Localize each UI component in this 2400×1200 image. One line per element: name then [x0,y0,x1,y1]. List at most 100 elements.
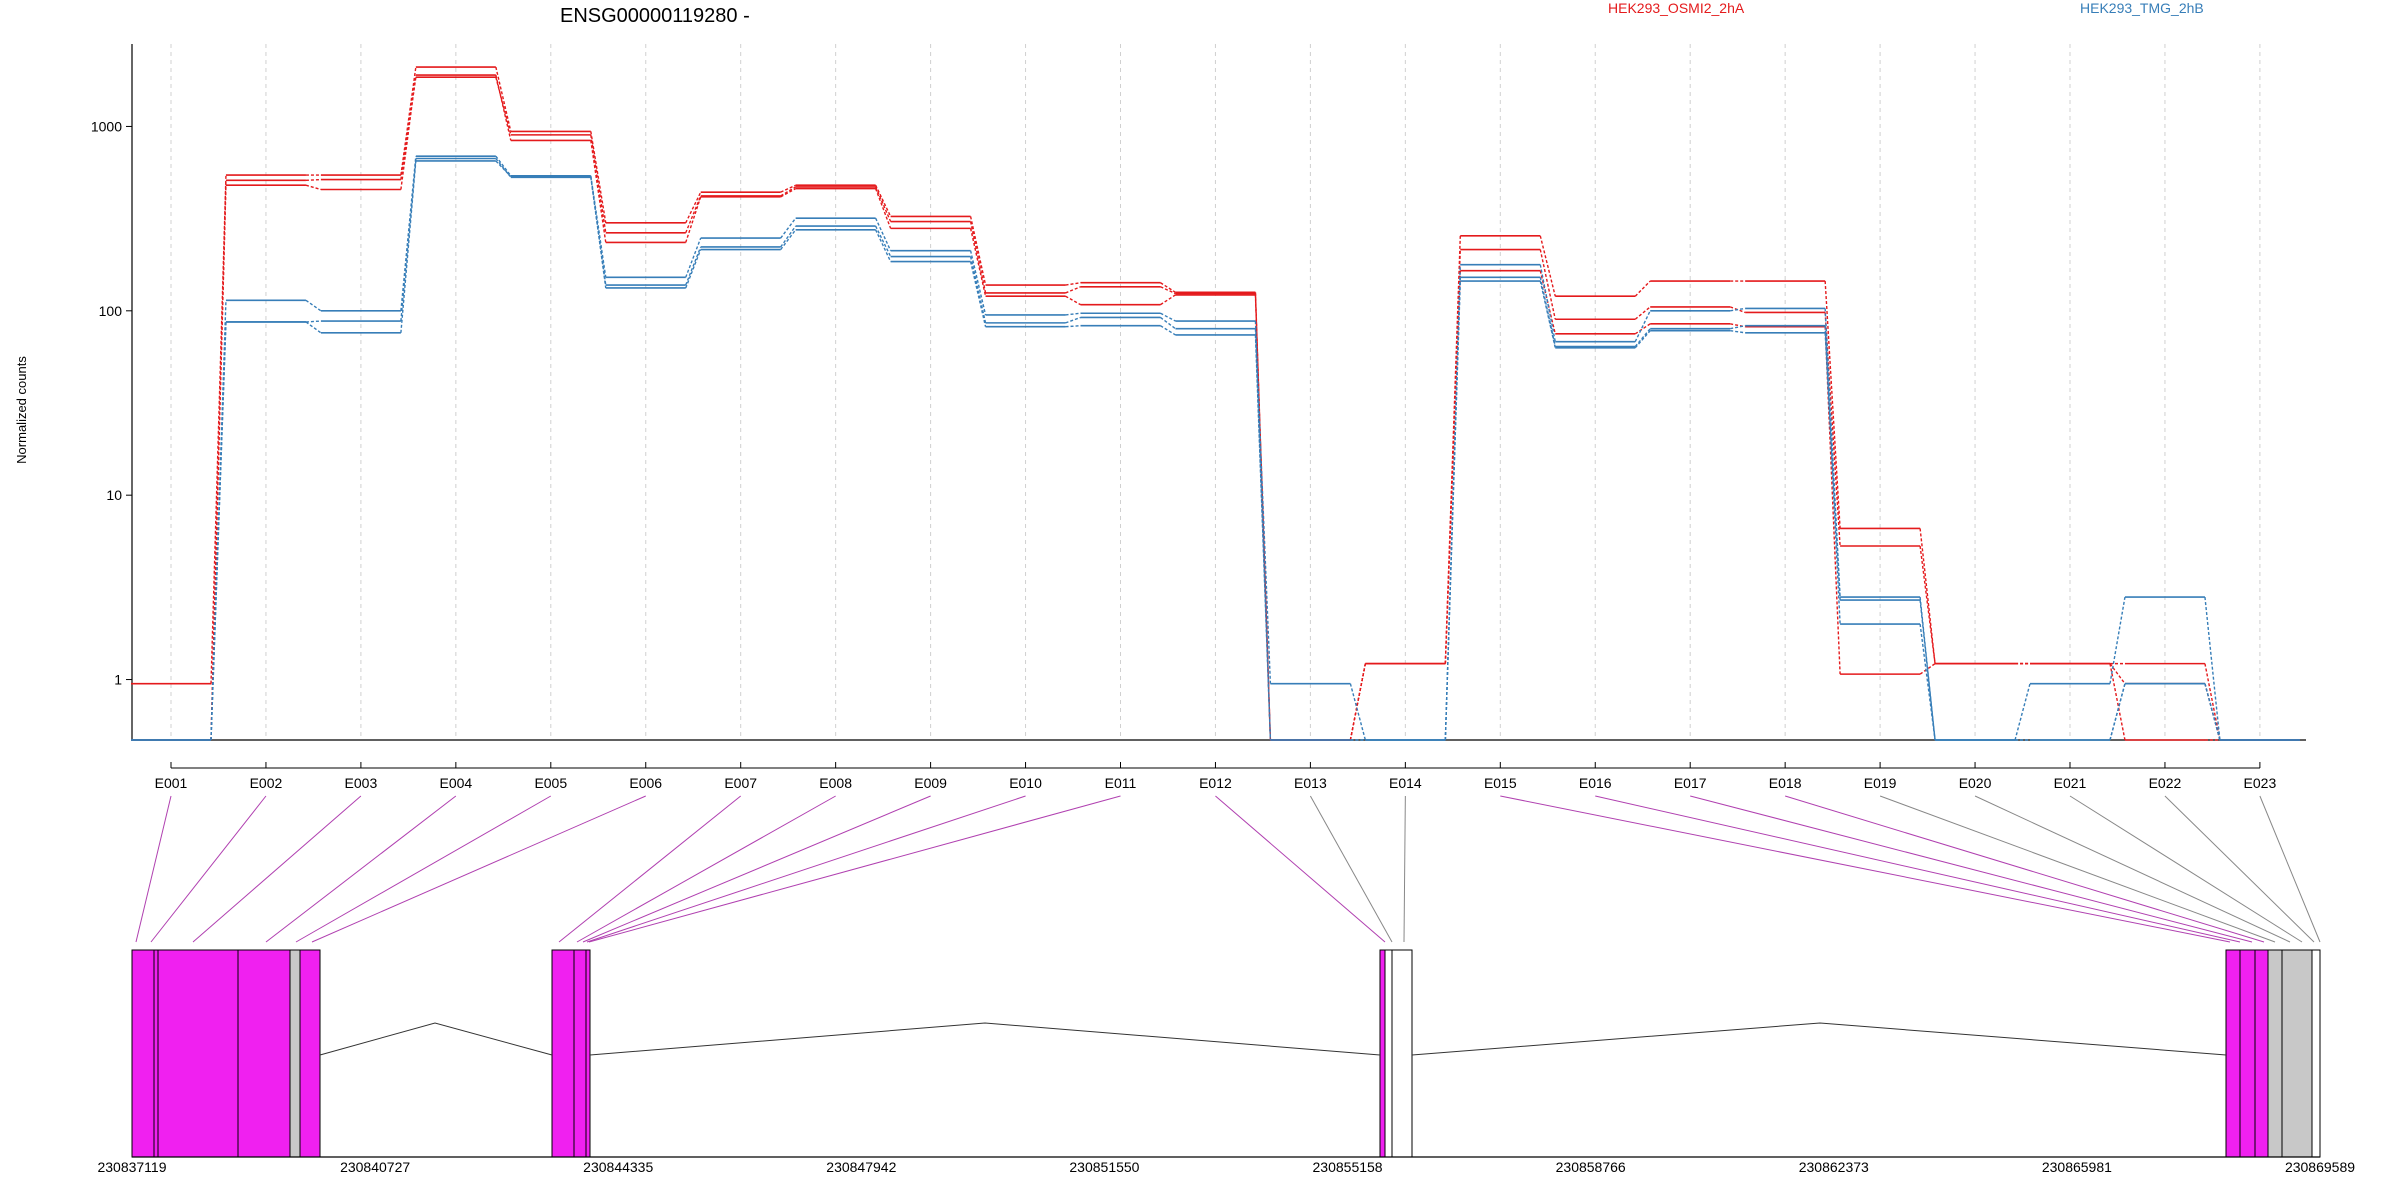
exon-block-8 [573,949,587,1158]
series-step [2014,683,2031,741]
series-step [1160,286,1176,295]
series-step [685,246,702,286]
exon-block-2 [153,949,159,1158]
genomic-coordinate-label: 230855158 [1313,1159,1383,1175]
x-tick-label: E022 [2149,775,2182,791]
intron-line-2 [589,1022,1381,1056]
series-step [1160,325,1176,336]
exon-block-14 [2239,949,2256,1158]
x-tick-label: E021 [2054,775,2087,791]
exon-block-13 [2225,949,2241,1158]
series-step [1634,310,1651,342]
y-tick-label: 100 [99,303,123,319]
x-tick-label: E015 [1484,775,1517,791]
series-step [685,191,702,224]
connector-e017 [1690,795,2253,943]
exon-block-6 [299,949,321,1158]
connector-e003 [192,795,362,943]
series-step [1634,280,1651,297]
connector-e006 [311,795,646,943]
series-step [874,188,892,229]
series-step [2109,683,2126,741]
series-step [685,249,702,289]
series-step [305,178,321,182]
connector-e023 [2259,795,2321,943]
series-step [1444,281,1461,741]
series-step [1919,528,1936,664]
genomic-coordinate-label: 230865981 [2042,1159,2112,1175]
x-tick-label: E010 [1009,775,1042,791]
series-step [400,74,417,190]
genomic-coordinate-label: 230862373 [1799,1159,1869,1175]
series-step [2204,683,2221,741]
connector-e016 [1595,795,2241,943]
series-step [495,155,512,177]
series-step [969,216,987,286]
exon-block-3 [157,949,239,1158]
connector-e020 [1974,795,2291,943]
genomic-coordinate-label: 230851550 [1069,1159,1139,1175]
connector-e009 [582,795,931,943]
series-step [2204,683,2221,741]
series-step [1919,663,1936,675]
series-step [1160,312,1176,322]
series-step [1349,683,1367,741]
x-tick-label: E012 [1199,775,1232,791]
genomic-coordinate-label: 230847942 [826,1159,896,1175]
series-step [400,66,417,176]
x-tick-label: E016 [1579,775,1612,791]
series-step [305,299,322,312]
x-tick-label: E003 [345,775,378,791]
series-step [495,74,512,141]
series-step [1160,316,1176,330]
connector-e018 [1785,795,2265,943]
series-step [2109,663,2126,741]
series-step [590,140,607,243]
connector-e005 [295,795,552,943]
connector-e001 [135,795,172,943]
series-step [1919,597,1936,741]
series-step [1444,270,1461,664]
series-step [2204,663,2221,741]
x-tick-label: E011 [1105,775,1137,791]
series-step [1634,306,1651,320]
series-lines [131,66,2300,741]
series-step [780,229,797,250]
exon-block-10 [1379,949,1386,1158]
series-step [875,184,892,217]
series-step [969,228,987,297]
series-step [1160,294,1176,306]
x-tick-label: E004 [439,775,472,791]
connector-e012 [1215,795,1386,943]
series-step [1539,264,1556,342]
gene-model: 230837119 230840727 230844335 230847942 2308… [97,949,2355,1175]
series-step [210,321,227,741]
series-step [1824,312,1841,547]
exon-block-7 [551,949,575,1158]
series-step [1730,307,1746,312]
connector-e011 [588,795,1121,943]
exon-block-15 [2254,949,2269,1158]
x-tick-label: E013 [1294,775,1327,791]
x-tick-label: E001 [155,775,188,791]
series-step [2204,683,2221,741]
series-step [1634,330,1651,349]
series-step [1539,249,1556,320]
x-tick-label: E019 [1864,775,1897,791]
series-step [875,217,892,251]
series-step [1634,323,1651,335]
y-axis-label: Normalized counts [14,356,29,464]
series-step [1254,334,1272,741]
series-step [780,186,797,197]
series-step [685,237,702,278]
x-tick-label: E005 [534,775,567,791]
series-step [969,256,987,324]
legend-entry-osmi2: HEK293_OSMI2_2hA [1608,0,1745,16]
series-step [1349,663,1367,741]
gridlines [170,44,2261,740]
series-2 [131,76,2300,741]
genomic-coordinate-label: 230858766 [1556,1159,1626,1175]
genomic-coordinate-label: 230844335 [583,1159,653,1175]
x-tick-label: E018 [1769,775,1802,791]
